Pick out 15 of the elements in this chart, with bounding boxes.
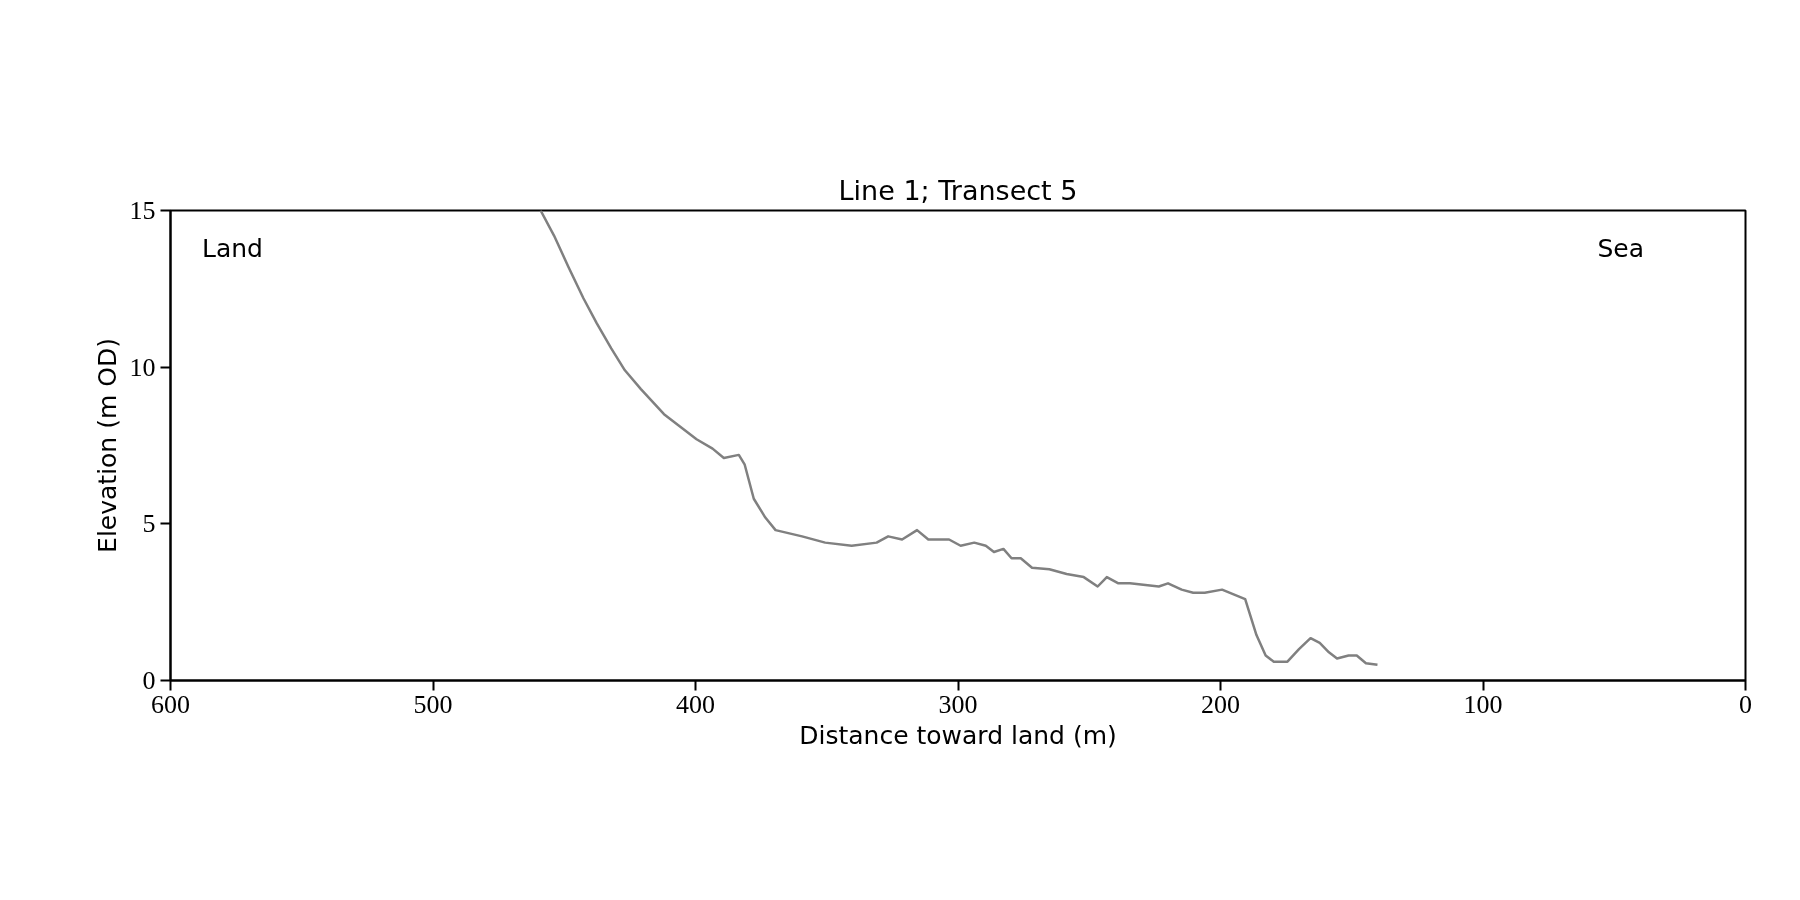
y-axis-title: Elevation (m OD): [92, 338, 122, 553]
x-tick-label: 300: [938, 689, 978, 719]
y-tick-label: 10: [129, 352, 156, 382]
chart-title: Line 1; Transect 5: [838, 174, 1078, 206]
y-tick-label: 15: [129, 196, 156, 225]
x-tick-label: 200: [1201, 689, 1240, 719]
annotation: Land: [202, 234, 263, 263]
x-axis-title: Distance toward land (m): [799, 720, 1117, 750]
line-series: [539, 210, 1379, 667]
x-tick-label: 400: [676, 689, 715, 719]
annotation: Sea: [1597, 234, 1645, 263]
x-tick-label: 500: [413, 689, 453, 719]
x-tick-label: 100: [1463, 689, 1503, 719]
x-tick-label: 0: [1739, 689, 1752, 719]
y-tick-label: 5: [142, 509, 156, 539]
